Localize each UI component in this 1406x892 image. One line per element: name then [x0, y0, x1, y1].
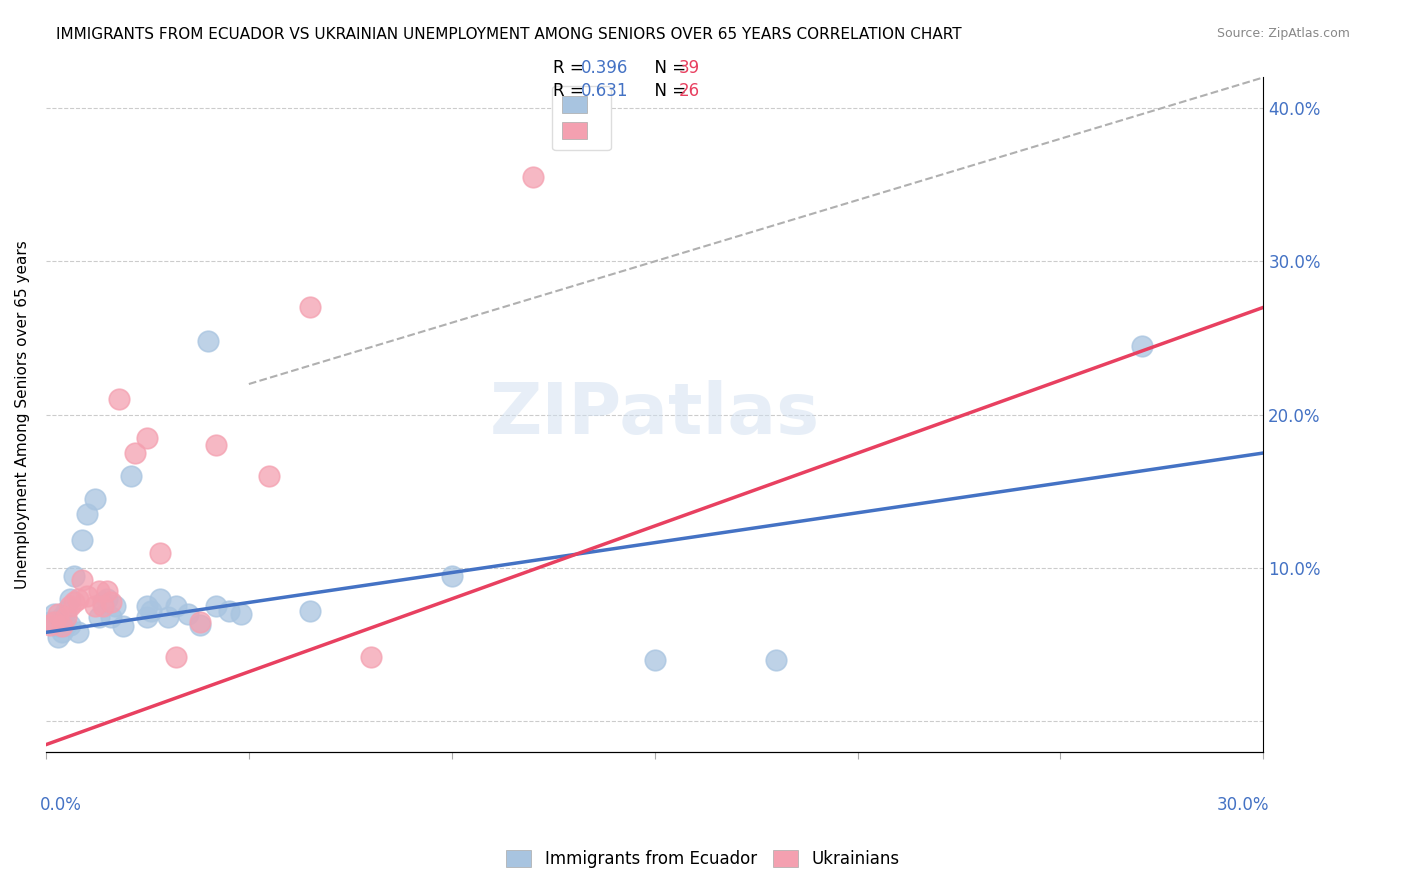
Point	[83, 599, 105, 614]
Point	[188, 615, 211, 629]
Legend: , : ,	[553, 86, 610, 151]
Text: 0.631: 0.631	[581, 82, 628, 100]
Point	[177, 607, 200, 621]
Point	[149, 546, 172, 560]
Text: 0.0%: 0.0%	[39, 796, 82, 814]
Text: 39: 39	[679, 59, 700, 77]
Point	[67, 625, 90, 640]
Point	[136, 431, 159, 445]
Text: R =: R =	[553, 82, 589, 100]
Point	[59, 599, 82, 614]
Point	[205, 599, 228, 614]
Point	[644, 653, 666, 667]
Point	[51, 625, 73, 640]
Point	[205, 438, 228, 452]
Legend: Immigrants from Ecuador, Ukrainians: Immigrants from Ecuador, Ukrainians	[499, 843, 907, 875]
Point	[104, 599, 127, 614]
Point	[112, 619, 135, 633]
Point	[218, 604, 240, 618]
Point	[360, 649, 382, 664]
Point	[96, 584, 118, 599]
Point	[55, 617, 77, 632]
Point	[55, 604, 77, 618]
Point	[55, 610, 77, 624]
Point	[51, 619, 73, 633]
Point	[39, 615, 62, 629]
Point	[165, 649, 187, 664]
Point	[100, 595, 122, 609]
Point	[120, 469, 142, 483]
Point	[59, 591, 82, 606]
Point	[76, 508, 98, 522]
Point	[91, 599, 114, 614]
Point	[765, 653, 787, 667]
Point	[100, 610, 122, 624]
Point	[46, 607, 69, 621]
Point	[72, 533, 94, 548]
Point	[39, 617, 62, 632]
Point	[87, 610, 110, 624]
Point	[59, 617, 82, 632]
Point	[63, 568, 86, 582]
Point	[136, 599, 159, 614]
Point	[141, 604, 163, 618]
Text: N =: N =	[644, 59, 692, 77]
Text: Source: ZipAtlas.com: Source: ZipAtlas.com	[1216, 27, 1350, 40]
Point	[298, 604, 321, 618]
Point	[124, 446, 146, 460]
Text: ZIPatlas: ZIPatlas	[489, 380, 820, 450]
Point	[149, 591, 172, 606]
Point	[46, 630, 69, 644]
Point	[165, 599, 187, 614]
Text: R =: R =	[553, 59, 589, 77]
Point	[76, 589, 98, 603]
Point	[440, 568, 463, 582]
Point	[257, 469, 280, 483]
Y-axis label: Unemployment Among Seniors over 65 years: Unemployment Among Seniors over 65 years	[15, 240, 30, 589]
Point	[96, 591, 118, 606]
Text: N =: N =	[644, 82, 692, 100]
Point	[298, 301, 321, 315]
Point	[67, 591, 90, 606]
Point	[156, 610, 179, 624]
Point	[87, 584, 110, 599]
Point	[136, 610, 159, 624]
Point	[72, 573, 94, 587]
Point	[229, 607, 252, 621]
Point	[1130, 339, 1153, 353]
Point	[42, 615, 65, 629]
Text: 26: 26	[679, 82, 700, 100]
Point	[46, 619, 69, 633]
Point	[108, 392, 131, 407]
Text: IMMIGRANTS FROM ECUADOR VS UKRAINIAN UNEMPLOYMENT AMONG SENIORS OVER 65 YEARS CO: IMMIGRANTS FROM ECUADOR VS UKRAINIAN UNE…	[56, 27, 962, 42]
Point	[63, 595, 86, 609]
Point	[51, 610, 73, 624]
Point	[197, 334, 219, 348]
Point	[42, 607, 65, 621]
Text: 0.396: 0.396	[581, 59, 628, 77]
Point	[188, 617, 211, 632]
Text: 30.0%: 30.0%	[1218, 796, 1270, 814]
Point	[522, 170, 544, 185]
Point	[91, 595, 114, 609]
Point	[83, 491, 105, 506]
